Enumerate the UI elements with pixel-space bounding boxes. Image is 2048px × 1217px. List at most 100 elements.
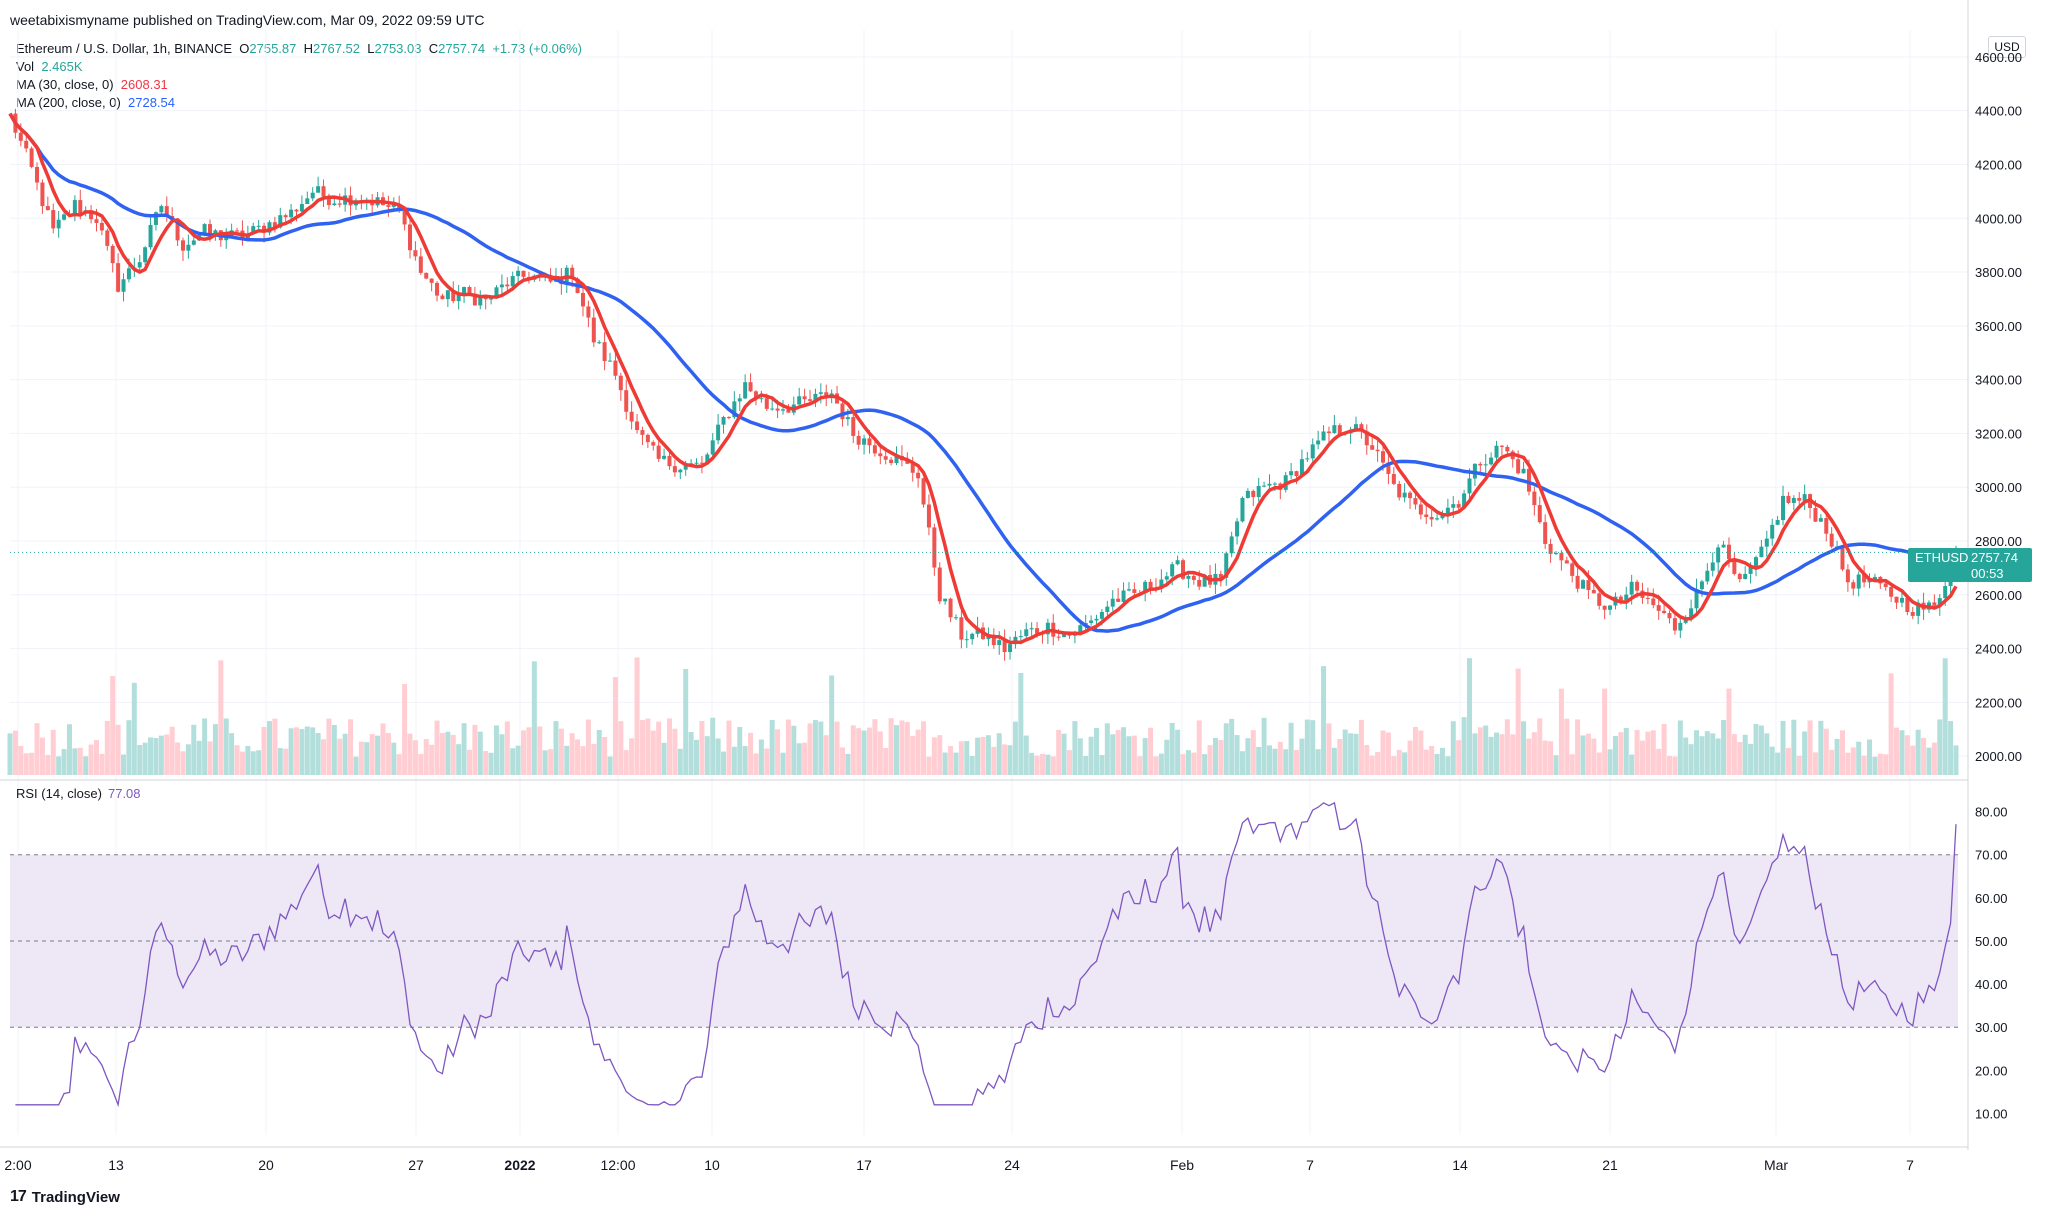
volume-bar	[688, 731, 694, 775]
volume-bar	[618, 721, 624, 775]
legend-ma200-row[interactable]: MA (200, close, 0) 2728.54	[16, 94, 582, 112]
volume-bar	[164, 734, 170, 775]
candle-body	[1759, 546, 1764, 558]
candle-body	[1656, 605, 1661, 611]
volume-bar	[1288, 722, 1294, 775]
candle-body	[494, 287, 499, 299]
candle-body	[889, 459, 894, 464]
candle-body	[1499, 445, 1504, 447]
volume-bar	[1034, 755, 1040, 775]
volume-bar	[126, 720, 132, 775]
volume-bar	[958, 741, 964, 775]
volume-bar	[1812, 752, 1818, 775]
volume-bar	[1256, 746, 1262, 775]
volume-bar	[866, 727, 872, 775]
candle-body	[186, 244, 191, 251]
candle-body	[435, 282, 440, 296]
volume-bar	[12, 730, 18, 775]
volume-bar	[1223, 723, 1229, 775]
volume-bar	[456, 744, 462, 775]
volume-bar	[1077, 738, 1083, 775]
volume-bar	[683, 668, 689, 775]
volume-bar	[29, 752, 35, 775]
volume-bar	[1083, 755, 1089, 775]
volume-bar	[499, 734, 505, 775]
volume-bar	[1185, 750, 1191, 775]
volume-bar	[558, 728, 564, 775]
legend-vol-row[interactable]: Vol 2.465K	[16, 58, 582, 76]
volume-bar	[477, 731, 483, 775]
volume-bar	[1521, 721, 1527, 775]
candle-body	[1024, 629, 1029, 637]
candle-body	[910, 463, 915, 473]
volume-bar	[56, 756, 62, 775]
volume-bar	[1175, 729, 1181, 775]
volume-bar	[1764, 733, 1770, 775]
candle-body	[1889, 586, 1894, 597]
volume-bar	[1645, 731, 1651, 775]
currency-badge[interactable]: USD	[1988, 36, 2026, 58]
volume-bar	[1548, 741, 1554, 775]
volume-bar	[1467, 658, 1472, 775]
candle-body	[737, 398, 742, 402]
volume-bar	[1737, 742, 1743, 775]
rsi-tick-label: 50.00	[1975, 934, 2008, 949]
volume-bar	[175, 742, 181, 775]
candle-body	[943, 598, 948, 602]
tradingview-logo[interactable]: 17 TradingView	[10, 1188, 120, 1206]
volume-bar	[472, 724, 478, 775]
candle-body	[845, 417, 850, 420]
volume-bar	[1899, 730, 1905, 775]
volume-bar	[1834, 738, 1840, 775]
candle-body	[1726, 544, 1731, 559]
candle-body	[153, 212, 158, 225]
volume-bar	[1272, 748, 1278, 775]
candle-body	[1170, 564, 1175, 577]
ma30-label: MA (30, close, 0)	[16, 77, 114, 92]
volume-bar	[1369, 755, 1375, 775]
candle-body	[1575, 575, 1580, 589]
vol-value: 2.465K	[41, 59, 83, 74]
candle-body	[1845, 569, 1850, 583]
candle-body	[1564, 560, 1569, 564]
volume-bar	[1823, 728, 1829, 775]
volume-bar	[629, 738, 635, 775]
volume-bar	[1942, 658, 1948, 775]
legend-ma30-row[interactable]: MA (30, close, 0) 2608.31	[16, 76, 582, 94]
volume-bar	[542, 750, 548, 775]
volume-bar	[715, 738, 721, 775]
candle-body	[505, 284, 510, 287]
volume-bar	[83, 756, 89, 775]
candle-body	[1402, 492, 1407, 498]
volume-bar	[1456, 740, 1462, 775]
volume-bar	[1158, 753, 1164, 775]
volume-bar	[1953, 745, 1959, 775]
candle-body	[640, 430, 645, 435]
candle-body	[105, 230, 110, 246]
volume-bar	[1877, 753, 1883, 775]
symbol-label[interactable]: Ethereum / U.S. Dollar, 1h, BINANCE	[16, 41, 233, 56]
rsi-legend[interactable]: RSI (14, close) 77.08	[16, 786, 141, 801]
candle-body	[267, 222, 272, 233]
y-tick-label: 3400.00	[1975, 373, 2022, 388]
candle-body	[45, 206, 50, 211]
volume-bar	[1488, 736, 1494, 775]
volume-bar	[710, 717, 716, 775]
volume-bar	[1294, 750, 1300, 775]
x-tick-label: 20	[258, 1157, 274, 1173]
volume-bar	[829, 675, 835, 775]
candle-body	[235, 230, 240, 232]
volume-bar	[1277, 741, 1283, 775]
candle-body	[1424, 514, 1429, 518]
volume-bar	[526, 727, 532, 775]
candle-body	[499, 284, 504, 288]
y-tick-label: 3600.00	[1975, 319, 2022, 334]
volume-bar	[780, 752, 786, 775]
volume-bar	[466, 749, 472, 775]
volume-bar	[191, 724, 197, 775]
volume-bar	[148, 737, 154, 775]
volume-bar	[764, 748, 770, 775]
candle-body	[143, 247, 148, 263]
candle-body	[326, 196, 331, 206]
